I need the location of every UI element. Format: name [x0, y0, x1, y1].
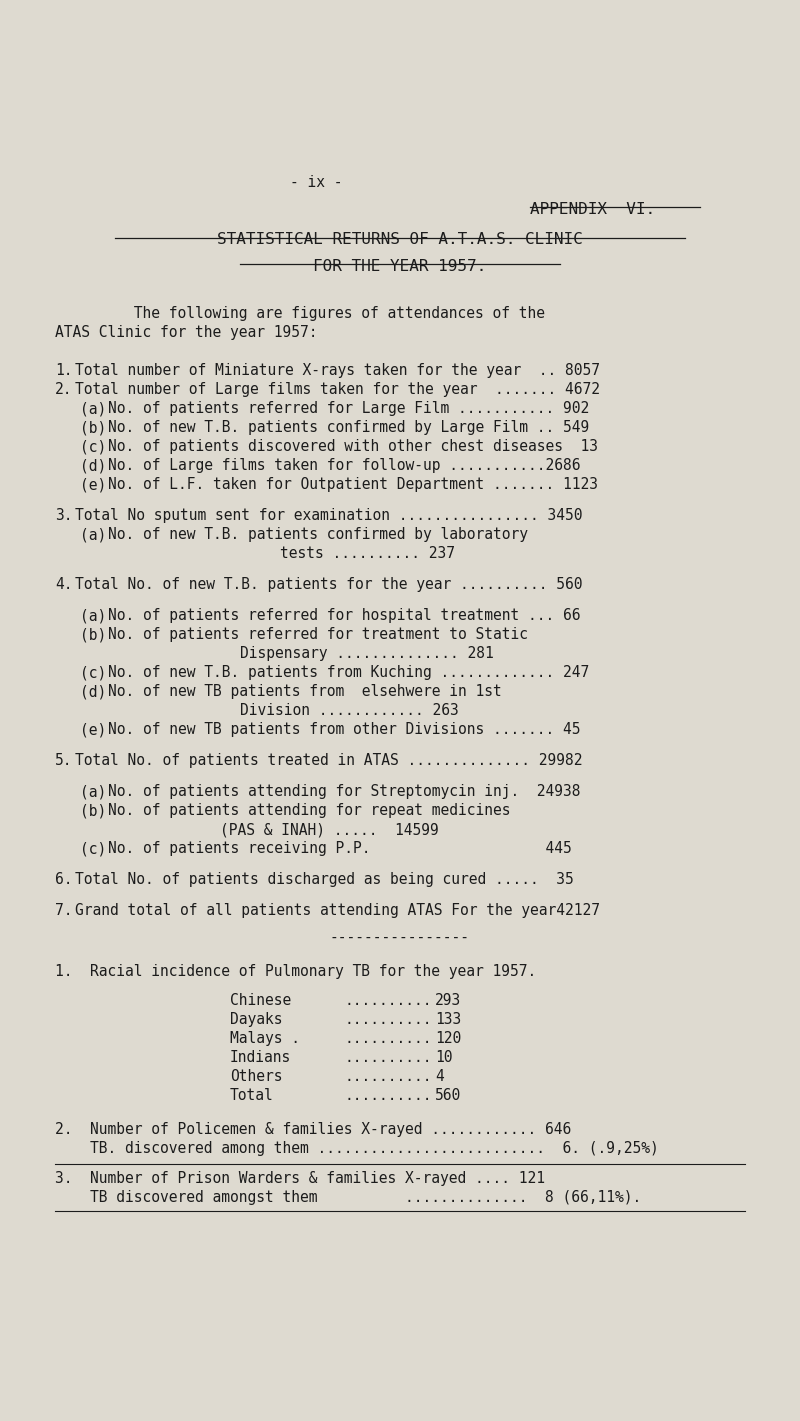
- Text: ..........: ..........: [345, 1050, 433, 1064]
- Text: TB. discovered among them ..........................  6. (.9,25%): TB. discovered among them ..............…: [55, 1141, 658, 1157]
- Text: Total No sputum sent for examination ................ 3450: Total No sputum sent for examination ...…: [75, 509, 582, 523]
- Text: tests .......... 237: tests .......... 237: [280, 546, 455, 561]
- Text: Dayaks: Dayaks: [230, 1012, 282, 1027]
- Text: (c): (c): [80, 439, 106, 455]
- Text: (c): (c): [80, 841, 106, 855]
- Text: Total number of Miniature X-rays taken for the year  .. 8057: Total number of Miniature X-rays taken f…: [75, 364, 600, 378]
- Text: (d): (d): [80, 684, 106, 699]
- Text: No. of patients referred for hospital treatment ... 66: No. of patients referred for hospital tr…: [108, 608, 581, 622]
- Text: No. of new T.B. patients confirmed by Large Film .. 549: No. of new T.B. patients confirmed by La…: [108, 421, 590, 435]
- Text: No. of patients attending for Streptomycin inj.  24938: No. of patients attending for Streptomyc…: [108, 784, 581, 799]
- Text: Grand total of all patients attending ATAS For the year42127: Grand total of all patients attending AT…: [75, 904, 600, 918]
- Text: - ix -: - ix -: [290, 175, 342, 190]
- Text: Malays .: Malays .: [230, 1030, 300, 1046]
- Text: Division ............ 263: Division ............ 263: [240, 703, 458, 718]
- Text: Total number of Large films taken for the year  ....... 4672: Total number of Large films taken for th…: [75, 382, 600, 396]
- Text: 293: 293: [435, 993, 462, 1007]
- Text: 120: 120: [435, 1030, 462, 1046]
- Text: 3.  Number of Prison Warders & families X-rayed .... 121: 3. Number of Prison Warders & families X…: [55, 1171, 545, 1187]
- Text: Total: Total: [230, 1088, 274, 1103]
- Text: Total No. of patients discharged as being cured .....  35: Total No. of patients discharged as bein…: [75, 872, 574, 887]
- Text: Others: Others: [230, 1069, 282, 1084]
- Text: 4: 4: [435, 1069, 444, 1084]
- Text: (a): (a): [80, 784, 106, 799]
- Text: No. of L.F. taken for Outpatient Department ....... 1123: No. of L.F. taken for Outpatient Departm…: [108, 477, 598, 492]
- Text: Total No. of new T.B. patients for the year .......... 560: Total No. of new T.B. patients for the y…: [75, 577, 582, 593]
- Text: No. of new TB patients from  elsehwere in 1st: No. of new TB patients from elsehwere in…: [108, 684, 502, 699]
- Text: FOR THE YEAR 1957.: FOR THE YEAR 1957.: [314, 259, 486, 274]
- Text: (a): (a): [80, 527, 106, 541]
- Text: (a): (a): [80, 608, 106, 622]
- Text: 1.: 1.: [55, 364, 73, 378]
- Text: Indians: Indians: [230, 1050, 291, 1064]
- Text: No. of patients discovered with other chest diseases  13: No. of patients discovered with other ch…: [108, 439, 598, 455]
- Text: 4.: 4.: [55, 577, 73, 593]
- Text: (b): (b): [80, 803, 106, 818]
- Text: Total No. of patients treated in ATAS .............. 29982: Total No. of patients treated in ATAS ..…: [75, 753, 582, 769]
- Text: ..........: ..........: [345, 993, 433, 1007]
- Text: No. of new T.B. patients from Kuching ............. 247: No. of new T.B. patients from Kuching ..…: [108, 665, 590, 681]
- Text: TB discovered amongst them          ..............  8 (66,11%).: TB discovered amongst them .............…: [55, 1191, 642, 1205]
- Text: 2.  Number of Policemen & families X-rayed ............ 646: 2. Number of Policemen & families X-raye…: [55, 1123, 571, 1137]
- Text: (b): (b): [80, 627, 106, 642]
- Text: ..........: ..........: [345, 1088, 433, 1103]
- Text: No. of patients referred for treatment to Static: No. of patients referred for treatment t…: [108, 627, 528, 642]
- Text: No. of new T.B. patients confirmed by laboratory: No. of new T.B. patients confirmed by la…: [108, 527, 528, 541]
- Text: ..........: ..........: [345, 1012, 433, 1027]
- Text: 7.: 7.: [55, 904, 73, 918]
- Text: 3.: 3.: [55, 509, 73, 523]
- Text: Chinese: Chinese: [230, 993, 291, 1007]
- Text: (c): (c): [80, 665, 106, 681]
- Text: APPENDIX  VI.: APPENDIX VI.: [530, 202, 655, 216]
- Text: No. of new TB patients from other Divisions ....... 45: No. of new TB patients from other Divisi…: [108, 722, 581, 737]
- Text: (PAS & INAH) .....  14599: (PAS & INAH) ..... 14599: [220, 823, 438, 837]
- Text: ----------------: ----------------: [330, 931, 470, 945]
- Text: STATISTICAL RETURNS OF A.T.A.S. CLINIC: STATISTICAL RETURNS OF A.T.A.S. CLINIC: [217, 232, 583, 247]
- Text: (e): (e): [80, 477, 106, 492]
- Text: 133: 133: [435, 1012, 462, 1027]
- Text: 10: 10: [435, 1050, 453, 1064]
- Text: 6.: 6.: [55, 872, 73, 887]
- Text: No. of Large films taken for follow-up ...........2686: No. of Large films taken for follow-up .…: [108, 458, 581, 473]
- Text: ..........: ..........: [345, 1069, 433, 1084]
- Text: ..........: ..........: [345, 1030, 433, 1046]
- Text: 1.  Racial incidence of Pulmonary TB for the year 1957.: 1. Racial incidence of Pulmonary TB for …: [55, 965, 536, 979]
- Text: 2.: 2.: [55, 382, 73, 396]
- Text: (d): (d): [80, 458, 106, 473]
- Text: The following are figures of attendances of the: The following are figures of attendances…: [90, 306, 545, 321]
- Text: Dispensary .............. 281: Dispensary .............. 281: [240, 647, 494, 661]
- Text: (b): (b): [80, 421, 106, 435]
- Text: No. of patients receiving P.P.                    445: No. of patients receiving P.P. 445: [108, 841, 572, 855]
- Text: 560: 560: [435, 1088, 462, 1103]
- Text: No. of patients attending for repeat medicines: No. of patients attending for repeat med…: [108, 803, 510, 818]
- Text: (e): (e): [80, 722, 106, 737]
- Text: No. of patients referred for Large Film ........... 902: No. of patients referred for Large Film …: [108, 401, 590, 416]
- Text: (a): (a): [80, 401, 106, 416]
- Text: ATAS Clinic for the year 1957:: ATAS Clinic for the year 1957:: [55, 325, 318, 340]
- Text: 5.: 5.: [55, 753, 73, 769]
